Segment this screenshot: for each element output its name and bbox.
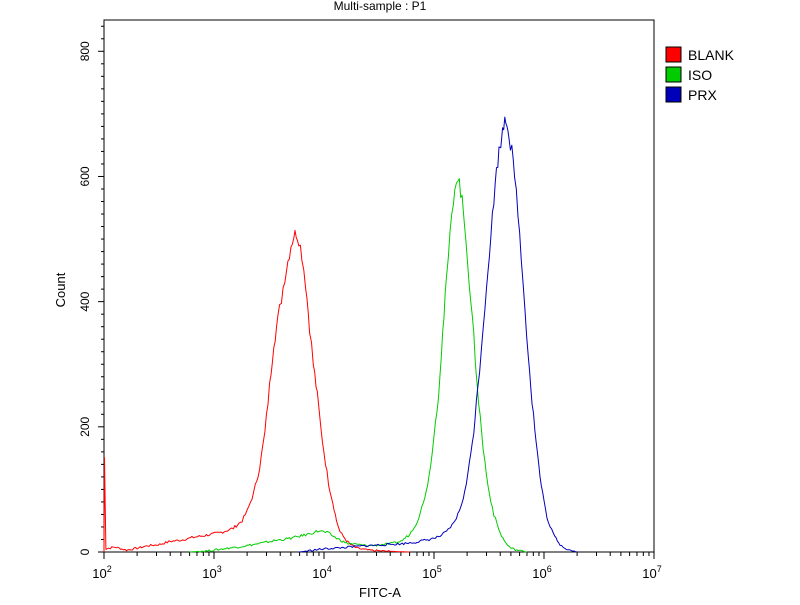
x-tick-label: 103: [202, 564, 221, 581]
legend-label-iso: ISO: [688, 67, 712, 83]
x-tick-label-base: 10: [642, 566, 656, 581]
x-tick-label-base: 10: [312, 566, 326, 581]
legend-swatch-prx: [665, 86, 682, 103]
x-tick-label: 106: [532, 564, 551, 581]
x-tick-label-exponent: 6: [547, 564, 552, 574]
legend-swatch-blank: [665, 46, 682, 63]
x-tick-label: 105: [422, 564, 441, 581]
plot-series: [103, 116, 578, 553]
series-line-iso: [189, 178, 528, 553]
y-tick-label: 800: [78, 41, 92, 61]
x-tick-label-exponent: 2: [107, 564, 112, 574]
x-tick-label-base: 10: [92, 566, 106, 581]
x-axis-label: FITC-A: [359, 585, 401, 600]
y-tick-label: 0: [78, 548, 92, 555]
series-line-blank: [103, 229, 410, 553]
series-line-prx: [299, 116, 578, 553]
x-tick-label-base: 10: [422, 566, 436, 581]
legend-label-prx: PRX: [688, 87, 717, 103]
y-tick-label: 600: [78, 166, 92, 186]
x-tick-label: 107: [642, 564, 661, 581]
x-tick-label: 104: [312, 564, 331, 581]
x-tick-label-base: 10: [532, 566, 546, 581]
y-axis-label: Count: [53, 272, 68, 307]
y-axis: 0 200 400 600 800: [78, 25, 104, 555]
y-tick-label: 400: [78, 291, 92, 311]
x-tick-label-exponent: 4: [327, 564, 332, 574]
x-tick-label-base: 10: [202, 566, 216, 581]
y-tick-label: 200: [78, 416, 92, 436]
plot-frame: [103, 19, 655, 553]
x-axis: 102 103 104 105 106 107: [92, 552, 662, 581]
x-tick-label-exponent: 5: [437, 564, 442, 574]
x-tick-label-exponent: 7: [657, 564, 662, 574]
x-tick-label-exponent: 3: [217, 564, 222, 574]
legend-swatch-iso: [665, 66, 682, 83]
x-tick-label: 102: [92, 564, 111, 581]
chart-title: Multi-sample : P1: [334, 0, 427, 13]
legend: BLANK ISO PRX: [665, 46, 735, 103]
legend-label-blank: BLANK: [688, 47, 735, 63]
